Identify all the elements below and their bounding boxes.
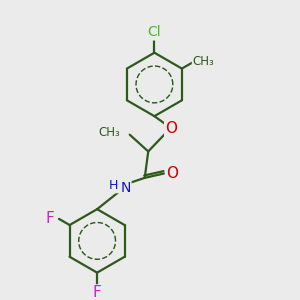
Text: CH₃: CH₃ — [98, 125, 120, 139]
Text: CH₃: CH₃ — [193, 55, 214, 68]
Text: F: F — [46, 212, 55, 226]
Text: F: F — [93, 285, 101, 300]
Text: N: N — [120, 181, 130, 195]
Text: H: H — [109, 179, 119, 192]
Text: O: O — [166, 166, 178, 181]
Text: O: O — [165, 121, 177, 136]
Text: Cl: Cl — [148, 26, 161, 39]
